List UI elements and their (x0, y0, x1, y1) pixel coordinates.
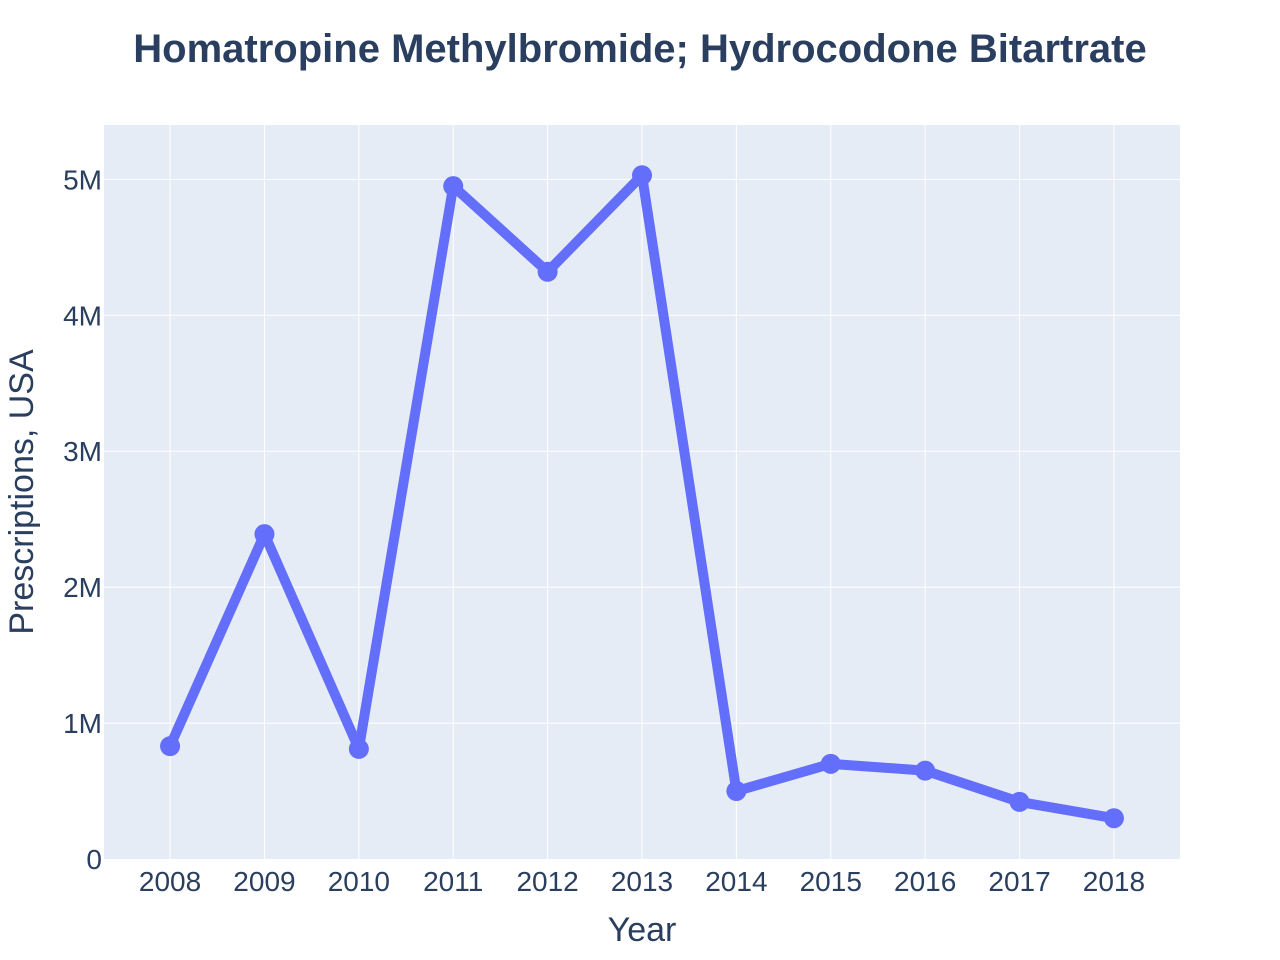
data-point (1103, 808, 1124, 829)
grid-lines (104, 125, 1180, 859)
x-axis-ticks: 2008 2009 2010 2011 2012 2013 2014 2015 2016 2017… (139, 866, 1145, 897)
y-tick-label: 4M (63, 300, 102, 331)
data-point (1009, 791, 1030, 812)
y-tick-label: 3M (63, 436, 102, 467)
data-point (160, 736, 181, 757)
chart-title: Homatropine Methylbromide; Hydrocodone B… (133, 27, 1146, 71)
y-axis-ticks: 0 1M 2M 3M 4M 5M (63, 164, 102, 875)
y-axis-title: Prescriptions, USA (3, 349, 41, 635)
y-tick-label: 5M (63, 164, 102, 195)
x-tick-label: 2014 (705, 866, 767, 897)
x-tick-label: 2010 (328, 866, 390, 897)
x-tick-label: 2015 (800, 866, 862, 897)
data-point (348, 738, 369, 759)
x-tick-label: 2008 (139, 866, 201, 897)
y-tick-label: 0 (86, 844, 102, 875)
series-layer (160, 165, 1124, 829)
y-tick-label: 2M (63, 572, 102, 603)
x-tick-label: 2017 (988, 866, 1050, 897)
data-point (254, 524, 275, 545)
y-tick-label: 1M (63, 708, 102, 739)
data-point (820, 753, 841, 774)
x-tick-label: 2016 (894, 866, 956, 897)
data-point (443, 176, 464, 197)
x-tick-label: 2011 (423, 866, 483, 897)
x-tick-label: 2018 (1083, 866, 1145, 897)
data-point (726, 781, 747, 802)
x-tick-label: 2013 (611, 866, 673, 897)
x-axis-title: Year (608, 911, 677, 949)
data-point (915, 760, 936, 781)
x-tick-label: 2012 (516, 866, 578, 897)
data-point (632, 165, 652, 186)
x-tick-label: 2009 (233, 866, 295, 897)
data-point (537, 261, 558, 282)
